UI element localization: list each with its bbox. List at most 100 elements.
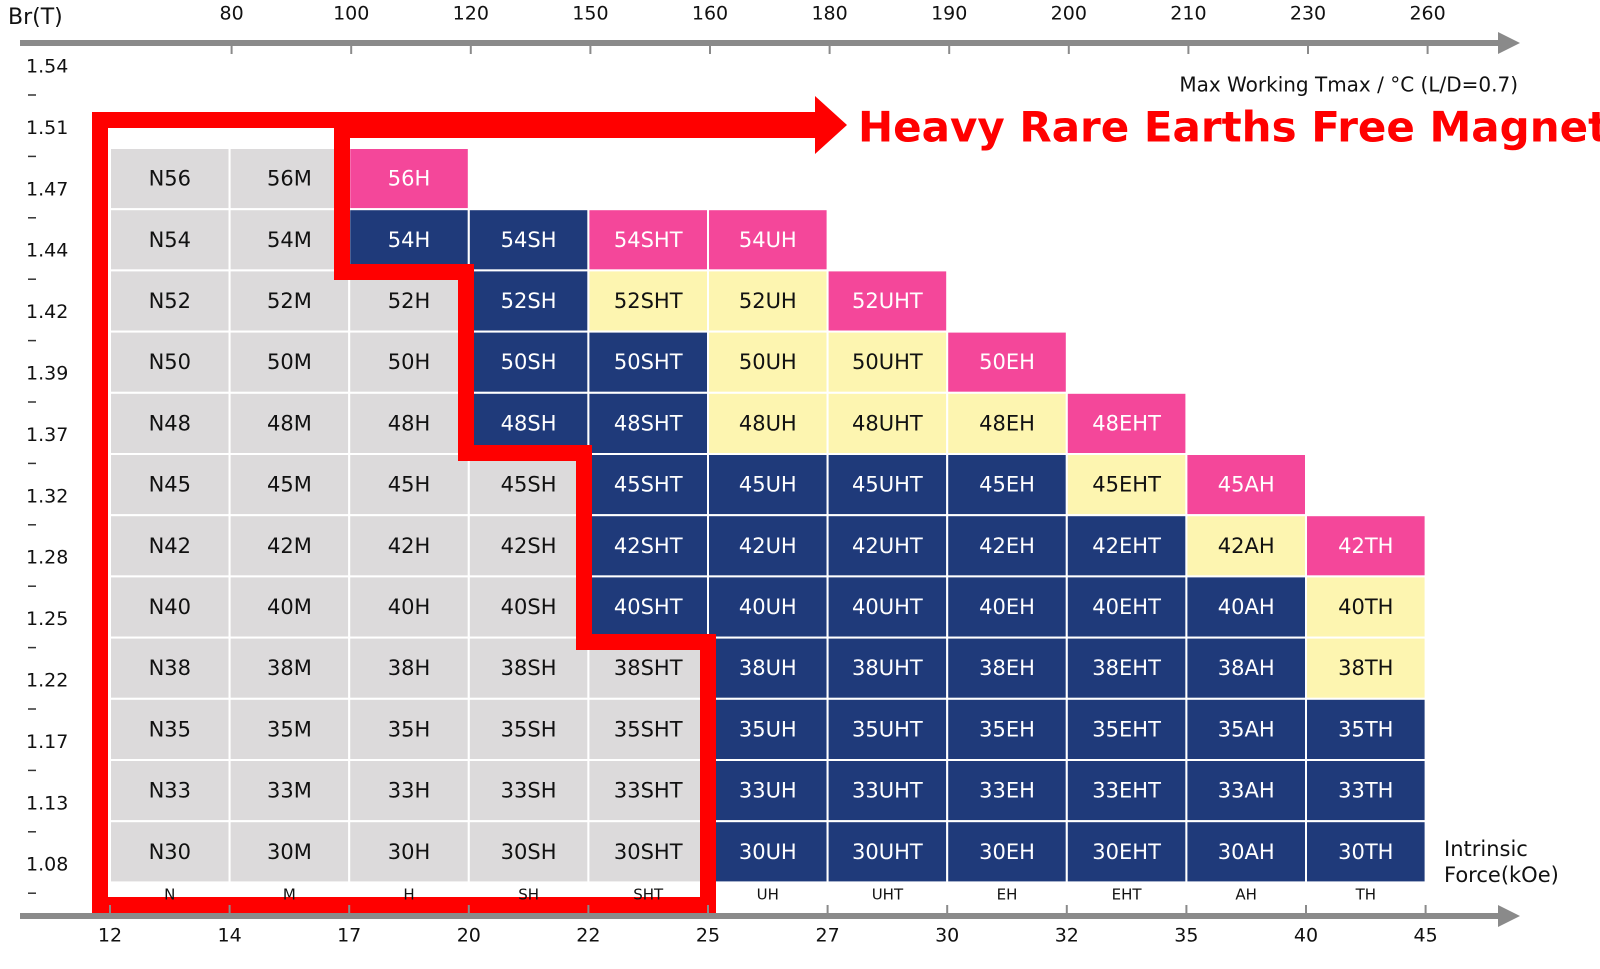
grade-label: 42EHT bbox=[1092, 534, 1161, 558]
y-tick-label: 1.44 bbox=[26, 240, 68, 262]
grade-cell bbox=[228, 820, 351, 884]
grade-label: 54H bbox=[388, 228, 431, 252]
grade-label: 42UH bbox=[739, 534, 797, 558]
grade-cell bbox=[587, 208, 710, 272]
grade-label: 42TH bbox=[1338, 534, 1393, 558]
grade-label: 45EHT bbox=[1092, 473, 1161, 497]
bottom-axis-arrow bbox=[1498, 905, 1520, 927]
grade-cell bbox=[109, 697, 231, 761]
grade-cell bbox=[1305, 820, 1427, 884]
grade-label: 30M bbox=[267, 840, 312, 864]
y-tick-label: 1.39 bbox=[26, 363, 68, 385]
grade-grid: N56 56M 56H N54 54M 54H 54SH 54SHT 54UH N52 52M 52H… bbox=[109, 147, 1427, 884]
grade-cell bbox=[946, 697, 1068, 761]
grade-cell bbox=[826, 575, 949, 639]
grade-label: 52UHT bbox=[852, 289, 923, 313]
grade-cell bbox=[1065, 636, 1188, 700]
bottom-tick-label: 12 bbox=[98, 925, 122, 947]
grade-cell bbox=[348, 514, 470, 578]
y-tick-label: 1.42 bbox=[26, 301, 68, 323]
grade-label: 42EH bbox=[979, 534, 1035, 558]
bottom-tick-label: 14 bbox=[218, 925, 242, 947]
y-tick-label: 1.13 bbox=[26, 792, 68, 814]
grade-cell bbox=[467, 330, 590, 394]
series-label: SH bbox=[518, 886, 539, 904]
grade-cell bbox=[228, 147, 351, 211]
grade-cell bbox=[587, 330, 710, 394]
series-label: SHT bbox=[633, 886, 664, 904]
grade-label: 40M bbox=[267, 595, 312, 619]
grade-label: 52UH bbox=[739, 289, 797, 313]
grade-label: 38H bbox=[388, 656, 431, 680]
grade-label: 45SHT bbox=[614, 473, 683, 497]
grade-label: N42 bbox=[149, 534, 191, 558]
grade-label: 33AH bbox=[1218, 779, 1275, 803]
grade-cell bbox=[826, 269, 949, 333]
y-tick-label: 1.54 bbox=[26, 56, 68, 78]
grade-cell bbox=[1305, 514, 1427, 578]
grade-cell bbox=[946, 514, 1068, 578]
grade-label: 38SHT bbox=[614, 656, 683, 680]
y-tick-label: 1.17 bbox=[26, 731, 68, 753]
grade-label: N38 bbox=[149, 656, 191, 680]
grade-cell bbox=[587, 697, 710, 761]
grade-cell bbox=[707, 514, 829, 578]
grade-label: 38UHT bbox=[852, 656, 923, 680]
grade-label: 45EH bbox=[979, 473, 1035, 497]
grade-label: 35EHT bbox=[1092, 717, 1161, 741]
grade-cell bbox=[1305, 759, 1427, 823]
grade-cell bbox=[348, 697, 470, 761]
grade-label: N45 bbox=[149, 473, 191, 497]
grade-label: 42SHT bbox=[614, 534, 683, 558]
grade-label: N40 bbox=[149, 595, 191, 619]
grade-label: 40UHT bbox=[852, 595, 923, 619]
grade-cell bbox=[587, 514, 710, 578]
grade-cell bbox=[109, 330, 231, 394]
grade-cell bbox=[1065, 697, 1188, 761]
grade-label: 40TH bbox=[1338, 595, 1393, 619]
grade-cell bbox=[1185, 759, 1308, 823]
grade-cell bbox=[826, 453, 949, 517]
grade-label: 35AH bbox=[1218, 717, 1275, 741]
top-tick-label: 190 bbox=[931, 3, 967, 25]
grade-label: 35UH bbox=[739, 717, 797, 741]
grade-cell bbox=[1065, 453, 1188, 517]
grade-label: 30EH bbox=[979, 840, 1035, 864]
grade-label: 33TH bbox=[1338, 779, 1393, 803]
grade-label: 33H bbox=[388, 779, 431, 803]
grade-label: 33SH bbox=[501, 779, 557, 803]
grade-label: 42SH bbox=[501, 534, 557, 558]
grade-cell bbox=[467, 636, 590, 700]
grade-label: 50M bbox=[267, 350, 312, 374]
grade-label: 48UH bbox=[739, 411, 797, 435]
grade-label: 40SH bbox=[501, 595, 557, 619]
grade-cell bbox=[348, 453, 470, 517]
grade-label: 33EHT bbox=[1092, 779, 1161, 803]
grade-label: 56H bbox=[388, 167, 431, 191]
grade-label: 40EH bbox=[979, 595, 1035, 619]
grade-label: 50SH bbox=[501, 350, 557, 374]
grade-label: 33SHT bbox=[614, 779, 683, 803]
grade-label: N56 bbox=[149, 167, 191, 191]
top-tick-label: 230 bbox=[1290, 3, 1326, 25]
bottom-tick-label: 22 bbox=[576, 925, 600, 947]
grade-cell bbox=[826, 697, 949, 761]
grade-label: 56M bbox=[267, 167, 312, 191]
grade-cell bbox=[587, 575, 710, 639]
grade-cell bbox=[826, 636, 949, 700]
grade-label: 48EH bbox=[979, 411, 1035, 435]
grade-cell bbox=[228, 514, 351, 578]
grade-label: 33EH bbox=[979, 779, 1035, 803]
grade-cell bbox=[1185, 636, 1308, 700]
grade-label: 48SHT bbox=[614, 411, 683, 435]
grade-label: N52 bbox=[149, 289, 191, 313]
grade-cell bbox=[1305, 636, 1427, 700]
series-label: M bbox=[283, 886, 296, 904]
top-tick-label: 260 bbox=[1409, 3, 1445, 25]
series-label: TH bbox=[1355, 886, 1376, 904]
grade-label: 42UHT bbox=[852, 534, 923, 558]
y-tick-label: 1.51 bbox=[26, 117, 68, 139]
grade-label: 45SH bbox=[501, 473, 557, 497]
grade-label: N54 bbox=[149, 228, 191, 252]
